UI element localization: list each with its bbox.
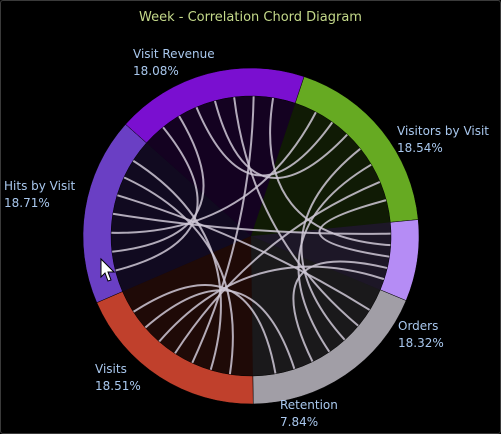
- chord-link-visit-revenue-to-hits-by-visit-6: [132, 159, 222, 371]
- chord-link-visitors-by-visit-to-visits-9: [233, 96, 359, 327]
- segment-name-visitors-by-visit: Visitors by Visit: [397, 124, 489, 138]
- chord-link-orders-to-retention-15: [318, 199, 390, 258]
- segment-interior-retention: [251, 222, 391, 290]
- segment-percent-visit-revenue: 18.08%: [133, 64, 179, 78]
- chord-link-retention-to-visits-16: [292, 260, 388, 363]
- segment-name-visits: Visits: [95, 362, 127, 376]
- chord-link-visitors-by-visit-to-hits-by-visit-10: [191, 96, 255, 364]
- chord-segments: [82, 67, 420, 405]
- chord-link-visitors-by-visit-to-orders-7: [195, 106, 334, 177]
- chord-link-visits-to-hits-by-visit-18: [144, 289, 296, 370]
- segment-interior-visitors-by-visit: [146, 96, 296, 236]
- segment-percent-hits-by-visit: 18.71%: [4, 196, 50, 210]
- chord-link-orders-to-hits-by-visit-14: [174, 180, 381, 355]
- chord-link-visit-revenue-to-orders-2: [111, 111, 317, 234]
- chart-title: Week - Correlation Chord Diagram: [139, 10, 362, 25]
- segment-name-orders: Orders: [398, 319, 438, 333]
- segment-name-hits-by-visit: Hits by Visit: [4, 179, 76, 193]
- chord-link-visits-to-hits-by-visit-19: [132, 284, 277, 375]
- segment-percent-visits: 18.51%: [95, 379, 141, 393]
- chord-links: [110, 96, 391, 376]
- segment-percent-retention: 7.84%: [280, 415, 318, 429]
- chord-link-visitors-by-visit-to-orders-8: [213, 100, 349, 179]
- segment-arc-hits-by-visit[interactable]: [96, 291, 254, 405]
- segment-percent-orders: 18.32%: [398, 336, 444, 350]
- mouse-cursor-icon: [100, 257, 116, 282]
- segment-name-visit-revenue: Visit Revenue: [133, 47, 215, 61]
- segment-interior-orders: [251, 103, 391, 236]
- chord-link-visit-revenue-to-retention-3: [112, 212, 391, 235]
- chord-link-orders-to-visits-13: [297, 163, 372, 353]
- chord-link-retention-to-hits-by-visit-17: [158, 265, 385, 343]
- segment-percent-visitors-by-visit: 18.54%: [397, 141, 443, 155]
- chord-link-visit-revenue-to-visits-4: [116, 194, 371, 311]
- chord-link-visitors-by-visit-to-retention-11: [269, 97, 391, 247]
- segment-name-retention: Retention: [280, 398, 338, 412]
- chord-link-visit-revenue-to-visitors-by-visit-1: [111, 115, 205, 253]
